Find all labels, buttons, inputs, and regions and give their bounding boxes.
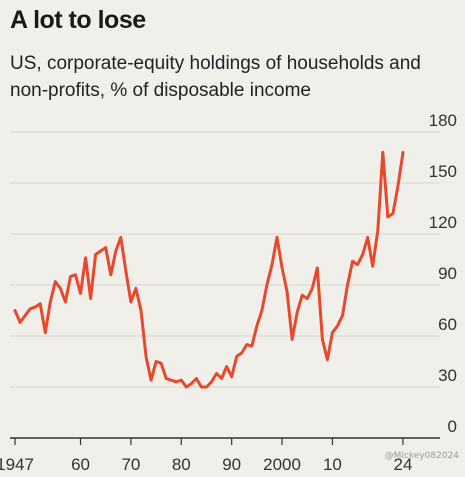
x-tick-label: 70 (121, 455, 140, 474)
y-tick-label: 90 (438, 264, 457, 283)
y-tick-label: 120 (429, 213, 457, 232)
chart-subtitle: US, corporate-equity holdings of househo… (10, 53, 421, 101)
y-tick-label: 30 (438, 366, 457, 385)
y-tick-label: 60 (438, 315, 457, 334)
x-tick-label: 60 (71, 455, 90, 474)
equity-holdings-line (13, 150, 405, 389)
watermark: @Mickey082024 (384, 451, 459, 461)
grid-lines (10, 131, 440, 388)
x-axis-ticks: 1947 60 70 80 90 2000 10 24 (0, 438, 412, 474)
chart-title: A lot to lose (10, 6, 146, 34)
y-tick-label: 150 (429, 162, 457, 181)
x-tick-label: 1947 (0, 455, 34, 474)
y-tick-label: 0 (448, 417, 457, 436)
y-tick-label: 180 (429, 111, 457, 130)
x-tick-label: 10 (323, 455, 342, 474)
x-tick-label: 2000 (263, 455, 301, 474)
x-tick-label: 90 (222, 455, 241, 474)
x-tick-label: 24 (394, 455, 413, 474)
y-axis-ticks: 0 30 60 90 120 150 180 (429, 111, 457, 436)
x-tick-label: 80 (172, 455, 191, 474)
